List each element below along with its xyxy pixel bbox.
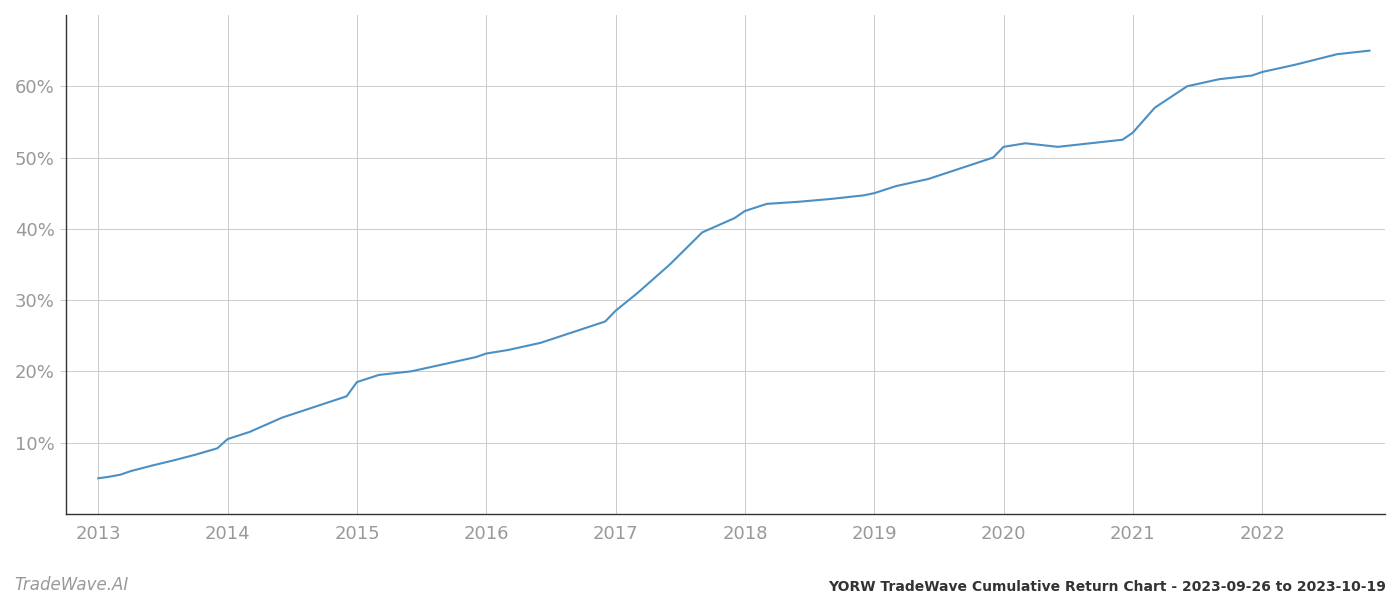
Text: YORW TradeWave Cumulative Return Chart - 2023-09-26 to 2023-10-19: YORW TradeWave Cumulative Return Chart -… xyxy=(829,580,1386,594)
Text: TradeWave.AI: TradeWave.AI xyxy=(14,576,129,594)
